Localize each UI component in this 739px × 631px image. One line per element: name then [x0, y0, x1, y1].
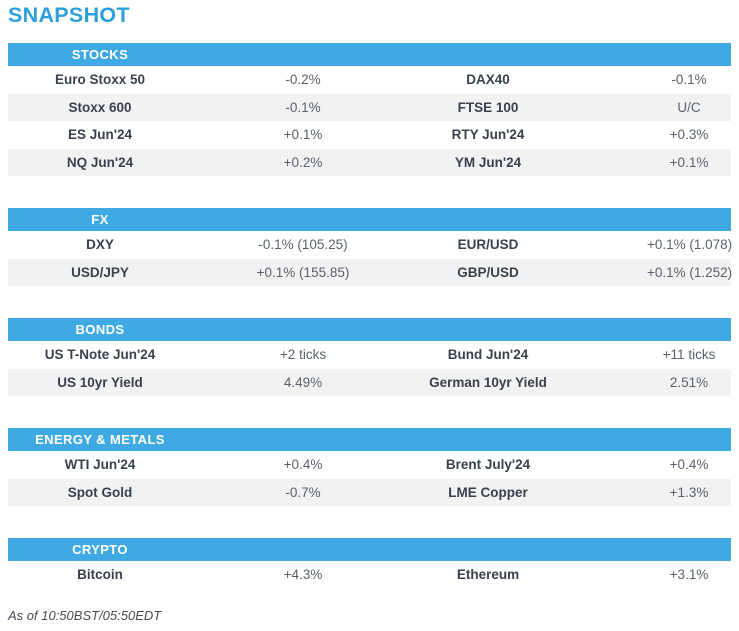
- table-row: US 10yr Yield 4.49% German 10yr Yield 2.51%: [8, 368, 731, 396]
- section-header-bar: FX: [8, 208, 731, 231]
- instrument-name: FTSE 100: [457, 99, 519, 115]
- instrument-value: +0.4%: [283, 457, 323, 472]
- instrument-name: Stoxx 600: [68, 99, 132, 115]
- section: CRYPTO Bitcoin +4.3% Ethereum +3.1%: [8, 538, 731, 589]
- instrument-value: +4.3%: [283, 567, 323, 582]
- instrument-value: +0.1%: [283, 127, 323, 142]
- instrument-name: ES Jun'24: [68, 127, 132, 142]
- instrument-name: DXY: [86, 237, 114, 252]
- instrument-name: Bitcoin: [77, 567, 123, 582]
- table-row: ES Jun'24 +0.1% RTY Jun'24 +0.3%: [8, 121, 731, 149]
- section-header-bar: CRYPTO: [8, 538, 731, 561]
- table-row: USD/JPY +0.1% (155.85) GBP/USD +0.1% (1.252…: [8, 258, 733, 286]
- instrument-value: +0.3%: [669, 127, 709, 142]
- table-row: DXY -0.1% (105.25) EUR/USD +0.1% (1.078): [8, 231, 733, 259]
- section-header-bar: ENERGY & METALS: [8, 428, 731, 451]
- instrument-name: USD/JPY: [71, 264, 129, 280]
- instrument-name: Bund Jun'24: [447, 347, 529, 362]
- instrument-name: DAX40: [466, 72, 510, 87]
- instrument-value: +0.1%: [669, 154, 709, 170]
- section-header-label: STOCKS: [71, 47, 129, 62]
- instrument-value: +0.4%: [669, 457, 709, 472]
- instrument-name: RTY Jun'24: [451, 127, 525, 142]
- section-header-label: ENERGY & METALS: [35, 432, 165, 447]
- instrument-value: +3.1%: [669, 567, 709, 582]
- instrument-value: +0.1% (1.078): [647, 237, 733, 252]
- snapshot-table: STOCKS Euro Stoxx 50 -0.2% DAX40 -0.1% Stoxx …: [8, 43, 733, 589]
- instrument-value: -0.1%: [285, 99, 321, 115]
- section-header-label: BONDS: [75, 322, 125, 337]
- section-header-label: CRYPTO: [72, 542, 128, 557]
- instrument-value: +0.1% (155.85): [256, 264, 350, 280]
- section-header-bar: BONDS: [8, 318, 731, 341]
- table-row: WTI Jun'24 +0.4% Brent July'24 +0.4%: [8, 451, 731, 479]
- instrument-name: LME Copper: [448, 484, 528, 500]
- instrument-name: YM Jun'24: [454, 154, 522, 170]
- instrument-name: Euro Stoxx 50: [54, 72, 146, 87]
- table-row: Bitcoin +4.3% Ethereum +3.1%: [8, 561, 731, 589]
- page-title: SNAPSHOT: [8, 3, 130, 27]
- section: ENERGY & METALS WTI Jun'24 +0.4% Brent July…: [8, 428, 731, 506]
- table-row: NQ Jun'24 +0.2% YM Jun'24 +0.1%: [8, 148, 731, 176]
- instrument-value: +1.3%: [669, 484, 709, 500]
- instrument-value: 2.51%: [669, 374, 709, 390]
- instrument-name: German 10yr Yield: [429, 374, 547, 390]
- table-row: Stoxx 600 -0.1% FTSE 100 U/C: [8, 93, 731, 121]
- instrument-value: -0.2%: [285, 72, 321, 87]
- section: STOCKS Euro Stoxx 50 -0.2% DAX40 -0.1% Stoxx …: [8, 43, 731, 176]
- instrument-name: Spot Gold: [67, 484, 133, 500]
- instrument-value: -0.1% (105.25): [258, 237, 348, 252]
- instrument-name: NQ Jun'24: [66, 154, 134, 170]
- instrument-name: WTI Jun'24: [64, 457, 136, 472]
- table-row: Euro Stoxx 50 -0.2% DAX40 -0.1%: [8, 66, 731, 94]
- instrument-value: +2 ticks: [279, 347, 327, 362]
- instrument-value: +0.1% (1.252): [647, 264, 733, 280]
- table-row: Spot Gold -0.7% LME Copper +1.3%: [8, 478, 731, 506]
- section-header-bar: STOCKS: [8, 43, 731, 66]
- instrument-value: -0.7%: [285, 484, 321, 500]
- instrument-value: U/C: [677, 99, 701, 115]
- instrument-value: 4.49%: [283, 374, 323, 390]
- instrument-value: -0.1%: [671, 72, 707, 87]
- section: BONDS US T-Note Jun'24 +2 ticks Bund Jun'24…: [8, 318, 731, 396]
- instrument-name: US 10yr Yield: [57, 374, 143, 390]
- as-of-note: As of 10:50BST/05:50EDT: [8, 607, 162, 623]
- table-row: US T-Note Jun'24 +2 ticks Bund Jun'24 +11 t…: [8, 341, 731, 369]
- instrument-name: Brent July'24: [445, 457, 531, 472]
- instrument-name: EUR/USD: [457, 237, 519, 252]
- instrument-value: +0.2%: [283, 154, 323, 170]
- section: FX DXY -0.1% (105.25) EUR/USD +0.1% (1.078) U…: [8, 208, 733, 286]
- instrument-name: US T-Note Jun'24: [44, 347, 156, 362]
- instrument-name: GBP/USD: [457, 264, 519, 280]
- instrument-value: +11 ticks: [662, 347, 716, 362]
- section-header-label: FX: [91, 212, 109, 227]
- instrument-name: Ethereum: [456, 567, 520, 582]
